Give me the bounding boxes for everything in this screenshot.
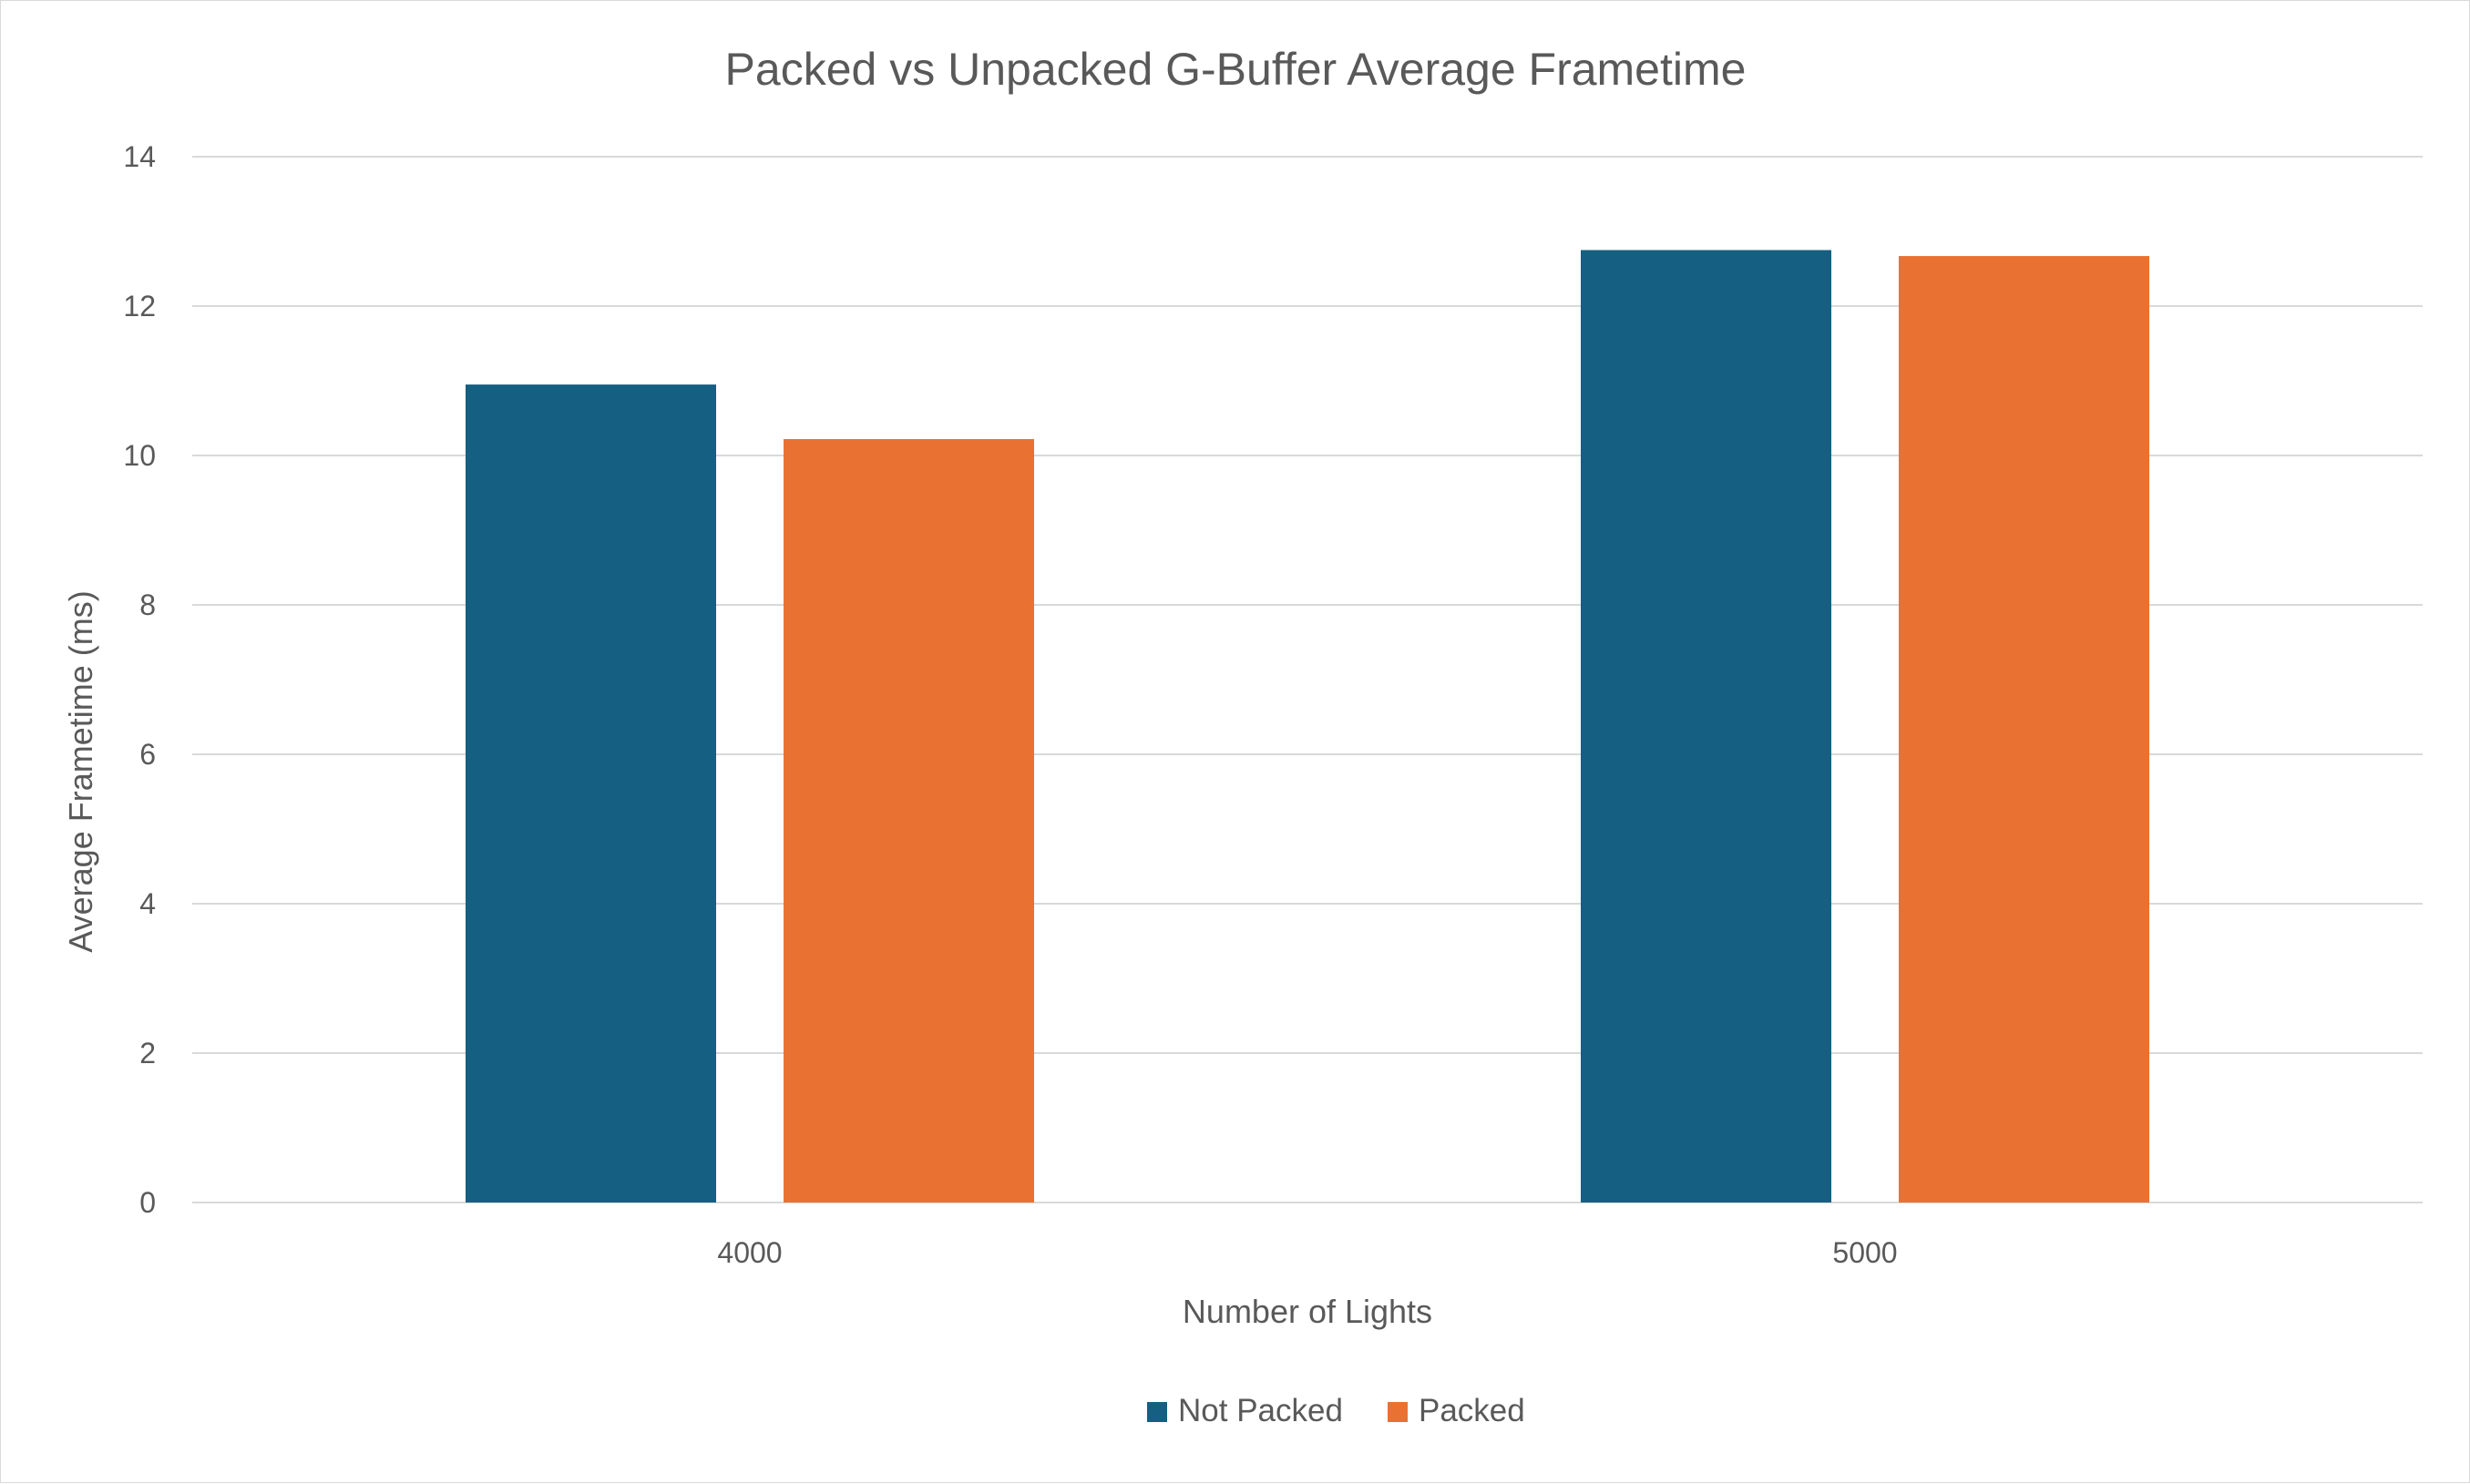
bar-packed-4000 bbox=[784, 438, 1034, 1203]
y-axis-title: Average Frametime (ms) bbox=[62, 590, 99, 952]
chart-title: Packed vs Unpacked G-Buffer Average Fram… bbox=[725, 44, 1747, 95]
x-tick-label: 4000 bbox=[717, 1236, 782, 1269]
y-tick-label: 10 bbox=[123, 439, 156, 472]
y-tick-label: 0 bbox=[139, 1186, 156, 1219]
x-axis-title: Number of Lights bbox=[1183, 1293, 1432, 1330]
legend-label: Packed bbox=[1419, 1393, 1525, 1428]
y-tick-label: 4 bbox=[139, 887, 156, 920]
legend-label: Not Packed bbox=[1178, 1393, 1343, 1428]
y-tick-label: 6 bbox=[139, 738, 156, 771]
y-tick-label: 14 bbox=[123, 140, 156, 173]
y-tick-label: 2 bbox=[139, 1037, 156, 1070]
legend: Not Packed Packed bbox=[1147, 1393, 1525, 1428]
bar-packed-5000 bbox=[1899, 256, 2149, 1203]
x-axis-ticks: 4000 5000 bbox=[717, 1236, 1897, 1269]
bars bbox=[466, 250, 2149, 1203]
legend-swatch bbox=[1147, 1402, 1167, 1422]
bar-not-packed-5000 bbox=[1581, 250, 1831, 1203]
legend-swatch bbox=[1388, 1402, 1408, 1422]
y-tick-label: 12 bbox=[123, 290, 156, 322]
y-tick-label: 8 bbox=[139, 588, 156, 621]
y-axis-ticks: 0 2 4 6 8 10 12 14 bbox=[123, 140, 156, 1219]
bar-not-packed-4000 bbox=[466, 384, 716, 1203]
x-tick-label: 5000 bbox=[1832, 1236, 1897, 1269]
